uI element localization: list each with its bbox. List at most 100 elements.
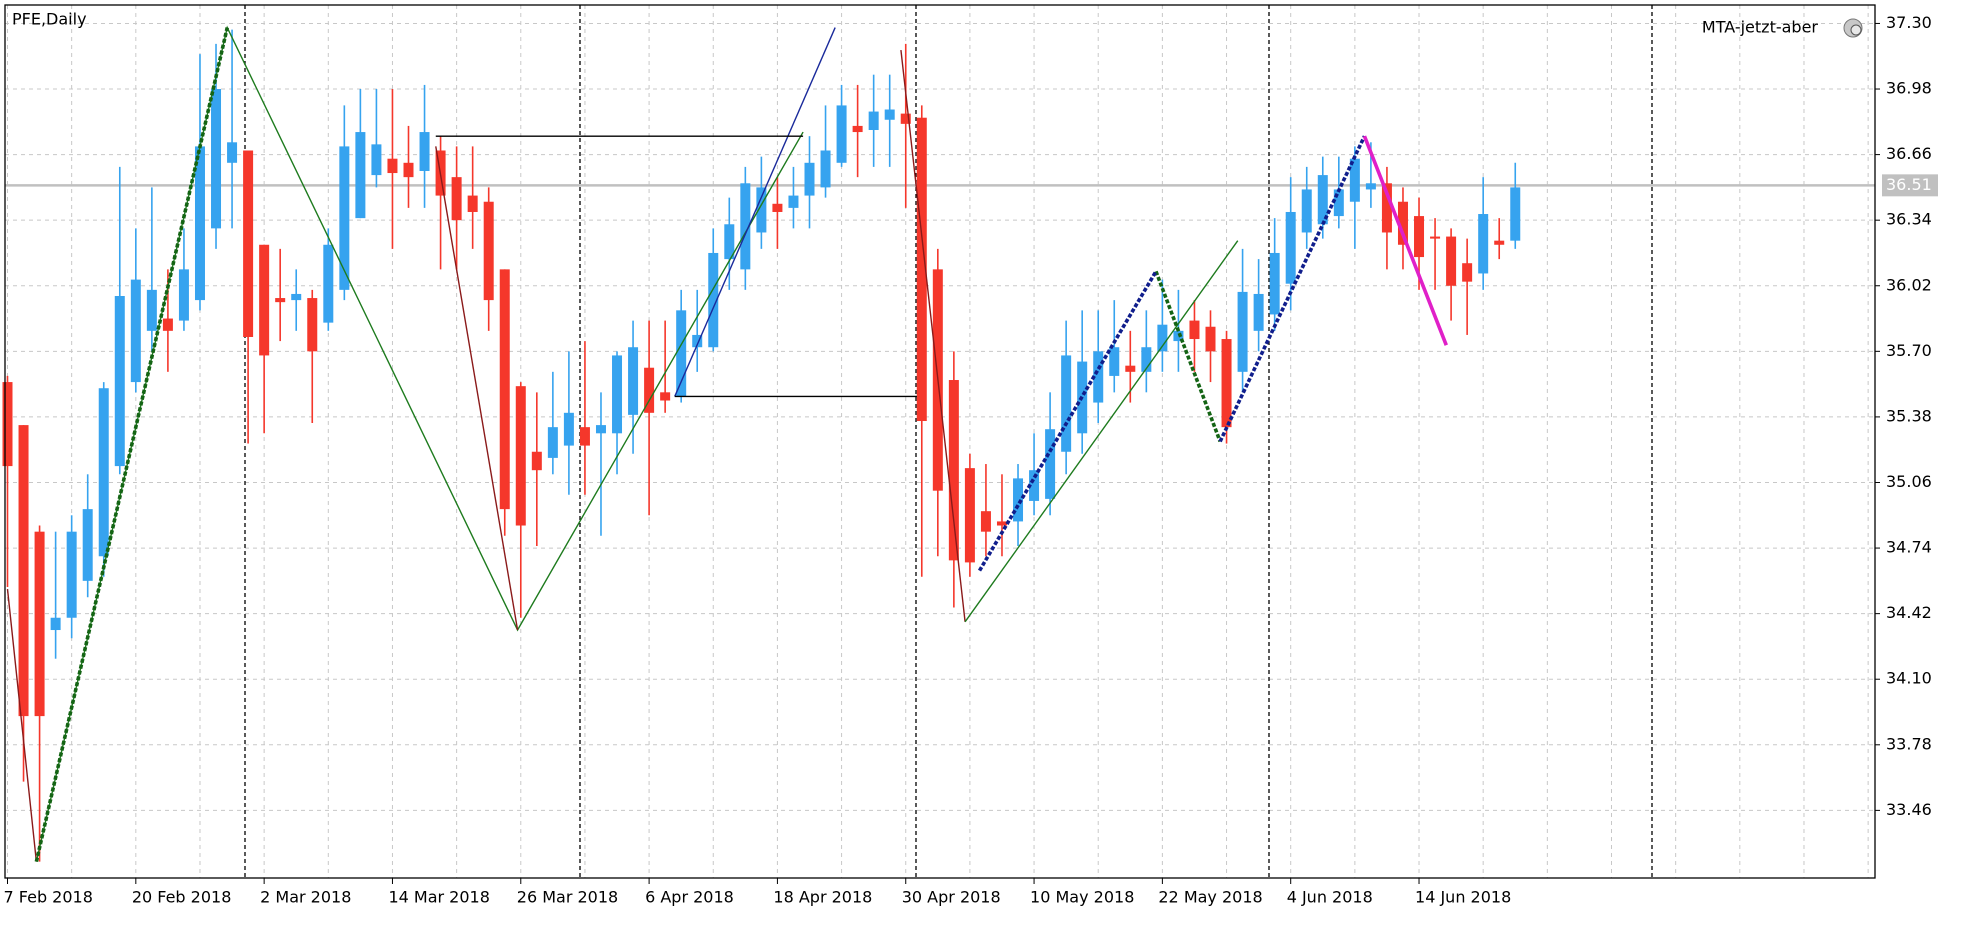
candle-body [387, 158, 398, 174]
y-tick-label: 36.98 [1886, 79, 1932, 98]
overlay-line [1362, 135, 1448, 346]
candle-body [531, 451, 542, 471]
overlay-line [977, 270, 1158, 572]
candle-body [1494, 240, 1505, 245]
candle-body [1013, 478, 1024, 522]
candle-body [852, 125, 863, 133]
x-tick-label: 14 Jun 2018 [1415, 888, 1511, 907]
candle-body [82, 509, 93, 581]
candle-body [948, 380, 959, 561]
candle-body [1269, 252, 1280, 315]
candle-body [355, 132, 366, 219]
candle-body [1301, 189, 1312, 233]
candle-body [339, 146, 350, 290]
candle-body [50, 617, 61, 631]
candle-body [676, 310, 687, 397]
y-tick-label: 34.10 [1886, 669, 1932, 688]
y-tick-label: 36.02 [1886, 275, 1932, 294]
candle-body [162, 318, 173, 331]
candle-body [18, 425, 29, 717]
candle-body [868, 111, 879, 131]
candle-body [1381, 183, 1392, 233]
y-tick-label: 37.30 [1886, 13, 1932, 32]
candle-body [964, 468, 975, 563]
overlay-line [674, 27, 836, 397]
candle-body [34, 531, 45, 717]
candle-body [371, 144, 382, 176]
x-tick-label: 4 Jun 2018 [1287, 888, 1373, 907]
axes: 33.46 33.78 34.10 34.42 34.74 35.06 35.38 35.70… [4, 13, 1938, 907]
candle-body [788, 195, 799, 208]
candle-body [1285, 211, 1296, 284]
overlay-line [34, 27, 230, 863]
y-tick-label: 36.66 [1886, 144, 1932, 163]
candle-body [1349, 158, 1360, 202]
candle-body [756, 187, 767, 233]
candle-body [1109, 347, 1120, 376]
overlay-line [1154, 270, 1222, 443]
candle-body [1189, 320, 1200, 340]
candle-body [194, 146, 205, 301]
bottom-strip [0, 918, 1968, 926]
plot-frame [4, 4, 1876, 879]
x-tick-label: 30 Apr 2018 [902, 888, 1001, 907]
candle-body [579, 427, 590, 446]
overlay-line [435, 146, 519, 631]
candle-body [1221, 339, 1232, 428]
candle-body [1093, 351, 1104, 403]
price-label: 36.51 [1886, 175, 1932, 194]
candle-body [595, 425, 606, 434]
candle-body [692, 334, 703, 348]
candle-body [916, 117, 927, 422]
price-label-box [1882, 174, 1938, 197]
candle-body [644, 367, 655, 413]
candle-body [1462, 263, 1473, 282]
candle-body [307, 298, 318, 352]
candle-body [1414, 216, 1425, 258]
candle-body [227, 142, 238, 163]
x-tick-label: 14 Mar 2018 [388, 888, 489, 907]
candle-body [804, 162, 815, 196]
overlay-line [1218, 135, 1367, 443]
candle-body [451, 177, 462, 221]
candle-body [1253, 293, 1264, 331]
overlay-line [6, 588, 38, 862]
x-tick-label: 2 Mar 2018 [260, 888, 351, 907]
candle-body [146, 289, 157, 331]
candle-body [612, 355, 623, 434]
y-tick-label: 34.42 [1886, 603, 1932, 622]
chart-title: PFE,Daily [12, 10, 87, 29]
candle-body [130, 279, 141, 383]
candle-body [900, 113, 911, 124]
overlays [6, 25, 1448, 863]
candle-body [2, 382, 13, 467]
x-tick-label: 6 Apr 2018 [645, 888, 734, 907]
candle-body [323, 244, 334, 323]
candle-body [403, 162, 414, 178]
candle-body [98, 388, 109, 557]
candle-body [66, 531, 77, 618]
y-tick-label: 36.34 [1886, 210, 1932, 229]
candle-body [1365, 183, 1376, 190]
candle-body [1397, 201, 1408, 245]
candle-body [772, 203, 783, 212]
candle-body [1237, 291, 1248, 372]
candle-body [243, 150, 254, 337]
candle-body [1446, 236, 1457, 286]
candle-body [628, 347, 639, 415]
candle-body [884, 109, 895, 120]
overlay-line [900, 50, 966, 622]
candle-body [1125, 365, 1136, 372]
candle-body [1333, 189, 1344, 217]
candle-body [980, 511, 991, 532]
candle-body [275, 298, 286, 303]
x-tick-label: 10 May 2018 [1030, 888, 1134, 907]
y-tick-label: 34.74 [1886, 538, 1932, 557]
candle-body [178, 269, 189, 321]
candle-body [1061, 355, 1072, 452]
candle-body [515, 386, 526, 526]
x-tick-label: 22 May 2018 [1158, 888, 1262, 907]
candle-body [467, 195, 478, 212]
